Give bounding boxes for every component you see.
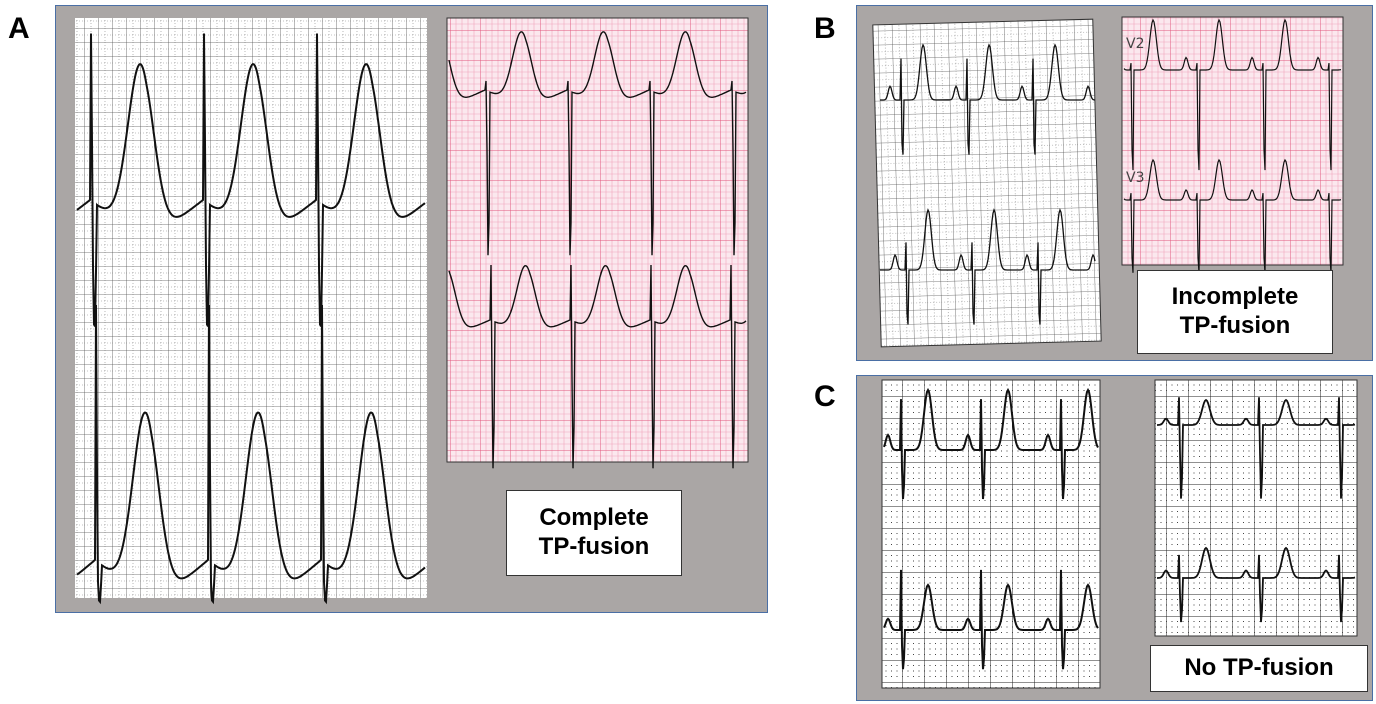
caption: Complete TP-fusion xyxy=(506,490,682,576)
caption-line: TP-fusion xyxy=(1180,312,1291,341)
page: A B C V2 V3 xyxy=(0,0,1376,704)
ecg-strip xyxy=(1122,17,1343,265)
lead-label: V2 xyxy=(1126,36,1144,52)
ecg-strip xyxy=(882,380,1100,688)
caption: No TP-fusion xyxy=(1150,645,1368,692)
caption-line: Incomplete xyxy=(1172,283,1299,312)
lead-label: V3 xyxy=(1126,170,1144,186)
caption-line: No TP-fusion xyxy=(1184,654,1333,683)
caption-line: TP-fusion xyxy=(539,533,650,562)
caption: Incomplete TP-fusion xyxy=(1137,270,1333,354)
caption-line: Complete xyxy=(539,504,648,533)
